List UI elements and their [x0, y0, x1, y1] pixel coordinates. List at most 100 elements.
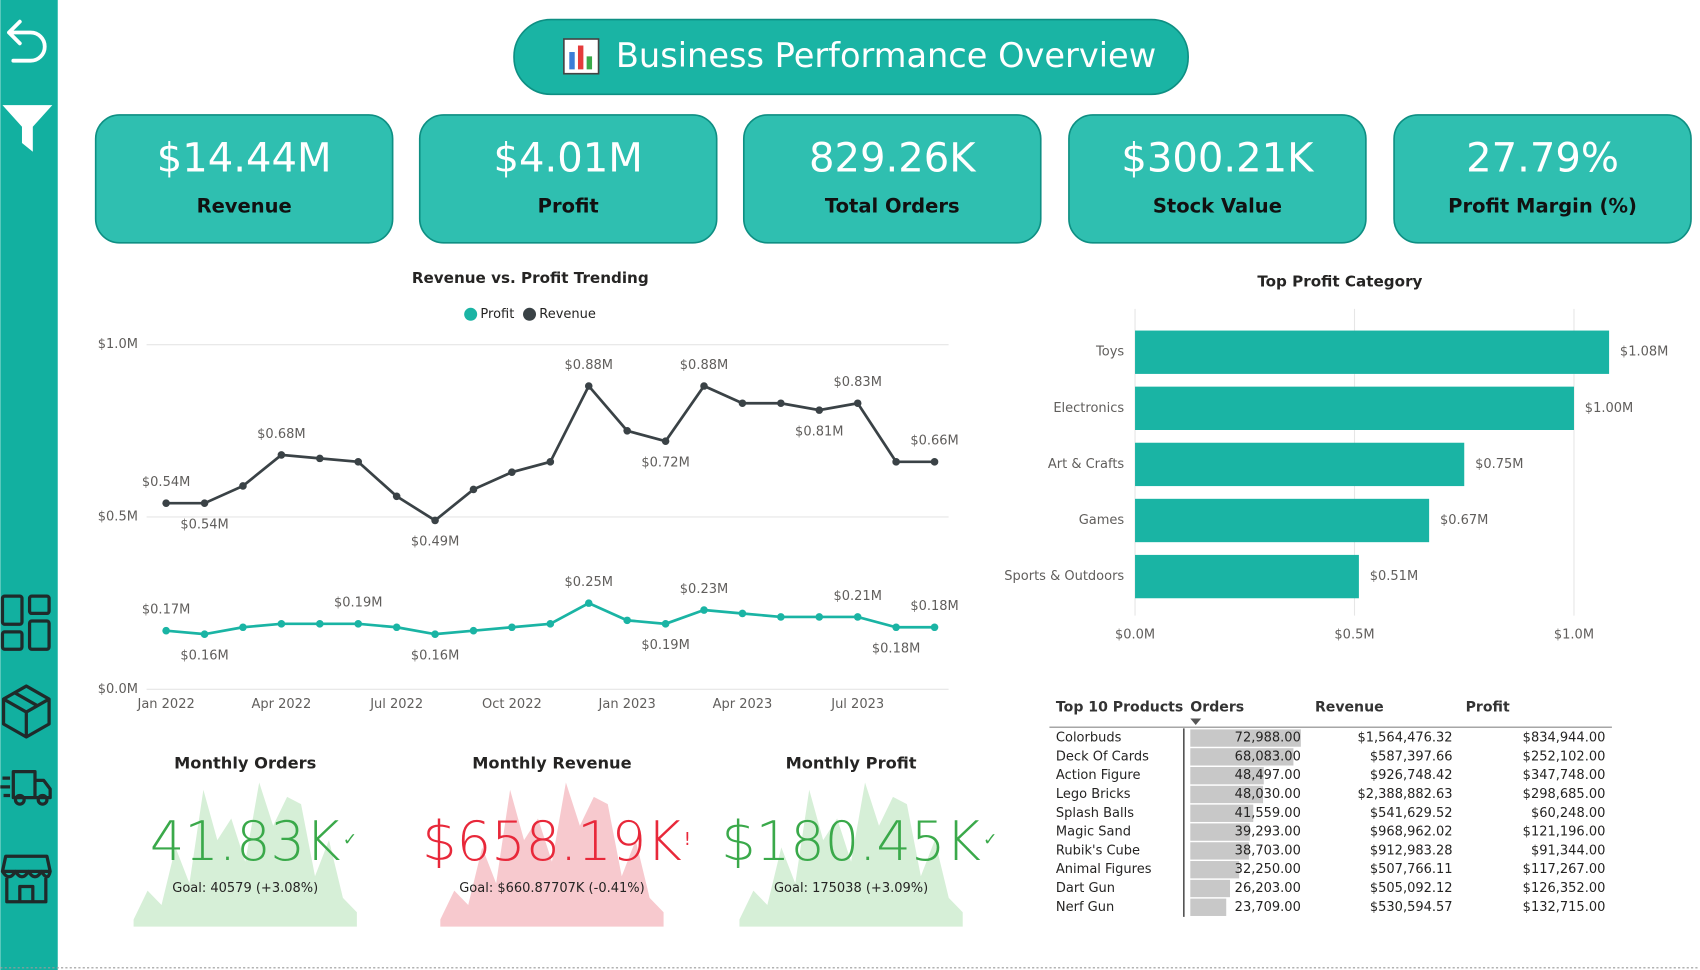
table-cell: Splash Balls	[1056, 806, 1134, 821]
data-point	[162, 626, 170, 635]
header-title: Business Performance Overview	[616, 36, 1156, 75]
bar	[1135, 330, 1610, 374]
chart-title: Top Profit Category	[1257, 272, 1422, 290]
data-point	[431, 630, 439, 638]
data-label: $0.75M	[1475, 457, 1523, 472]
data-point	[354, 458, 363, 466]
data-label: $1.00M	[1585, 401, 1633, 416]
y-tick-label: Games	[1079, 513, 1125, 528]
orders-bar	[1190, 767, 1264, 785]
column-header: Profit	[1466, 700, 1510, 716]
data-point	[200, 630, 209, 638]
legend-label: Profit	[480, 307, 514, 322]
table-cell: $2,388,882.63	[1357, 787, 1452, 802]
table-cell: Deck Of Cards	[1056, 749, 1149, 764]
orders-bar	[1190, 879, 1230, 898]
orders-bar	[1190, 729, 1301, 747]
kpi-card	[1393, 114, 1692, 244]
data-label: $0.49M	[411, 535, 459, 550]
data-label: $0.17M	[142, 603, 190, 618]
table-cell: 48,030.00	[1235, 787, 1301, 802]
orders-bar	[1190, 785, 1264, 804]
legend-label: Revenue	[539, 307, 596, 322]
data-point	[700, 382, 708, 390]
y-tick-label: $0.5M	[98, 509, 138, 524]
kpi-card	[418, 114, 718, 244]
kpi-label: Total Orders	[825, 195, 960, 218]
data-point	[354, 620, 363, 628]
bar	[1135, 498, 1430, 543]
data-label: $0.83M	[833, 375, 881, 390]
data-point	[546, 620, 555, 628]
legend-marker	[523, 307, 537, 321]
trend-area	[440, 782, 664, 927]
x-tick-label: Apr 2023	[713, 697, 773, 712]
table-cell: $530,594.57	[1370, 900, 1453, 915]
data-point	[623, 616, 631, 625]
data-label: $0.66M	[910, 434, 958, 449]
orders-bar	[1190, 861, 1240, 879]
orders-bar	[1190, 898, 1227, 916]
trend-area	[133, 782, 357, 927]
nav-products[interactable]	[1, 684, 51, 739]
kpi-title: Monthly Orders	[174, 754, 316, 773]
nav-shipping[interactable]	[0, 770, 52, 806]
header-pill	[513, 18, 1189, 96]
table-cell: 39,293.00	[1235, 825, 1301, 840]
data-point	[777, 399, 785, 408]
orders-bar	[1190, 842, 1249, 860]
x-tick-label: $1.0M	[1554, 628, 1594, 643]
column-header: Revenue	[1315, 700, 1384, 716]
data-point	[584, 382, 593, 390]
table-cell: Magic Sand	[1056, 825, 1131, 840]
data-label: $0.18M	[872, 641, 920, 656]
y-tick-label: Electronics	[1053, 401, 1124, 416]
kpi-indicator: ✓	[343, 830, 358, 850]
data-label: $0.54M	[142, 475, 190, 490]
data-label: $0.88M	[680, 358, 728, 373]
data-point	[700, 606, 708, 614]
table-cell: 32,250.00	[1235, 862, 1301, 877]
kpi-indicator: !	[684, 830, 691, 850]
table-cell: $126,352.00	[1523, 881, 1606, 896]
x-tick-label: Oct 2022	[482, 697, 542, 712]
data-point	[584, 599, 593, 607]
y-tick-label: $0.0M	[98, 682, 138, 697]
y-tick-label: Toys	[1095, 345, 1124, 360]
table-cell: Dart Gun	[1056, 881, 1115, 896]
table-cell: 38,703.00	[1235, 843, 1301, 858]
table-cell: $347,748.00	[1523, 768, 1606, 783]
kpi-label: Revenue	[197, 195, 292, 218]
kpi-value: $658.19K	[422, 810, 682, 873]
y-tick-label: $1.0M	[98, 337, 138, 352]
kpi-value: 27.79%	[1466, 135, 1619, 181]
kpi-goal: Goal: 175038 (+3.09%)	[774, 881, 928, 896]
legend-marker	[464, 307, 478, 321]
data-label: $0.18M	[910, 599, 958, 614]
bar	[1135, 442, 1465, 487]
chart-title: Revenue vs. Profit Trending	[412, 269, 649, 287]
table-cell: $60,248.00	[1531, 806, 1605, 821]
nav-overview[interactable]	[0, 594, 51, 651]
x-tick-label: $0.0M	[1115, 628, 1155, 643]
x-tick-label: Jul 2022	[369, 697, 423, 712]
table-cell: $834,944.00	[1523, 731, 1606, 746]
header-icon	[563, 38, 600, 75]
data-point	[892, 623, 900, 632]
filter-button[interactable]	[2, 105, 53, 152]
data-point	[661, 437, 670, 445]
kpi-label: Profit Margin (%)	[1448, 195, 1637, 218]
nav-store[interactable]	[0, 854, 52, 904]
data-point	[930, 458, 939, 466]
data-point	[508, 468, 516, 476]
column-header: Top 10 Products	[1056, 700, 1183, 716]
data-point	[777, 613, 785, 621]
kpi-label: Profit	[538, 195, 599, 218]
data-point	[431, 516, 439, 525]
kpi-title: Monthly Revenue	[472, 754, 631, 773]
back-button[interactable]	[7, 19, 47, 63]
data-point	[815, 406, 824, 414]
data-point	[738, 609, 747, 618]
